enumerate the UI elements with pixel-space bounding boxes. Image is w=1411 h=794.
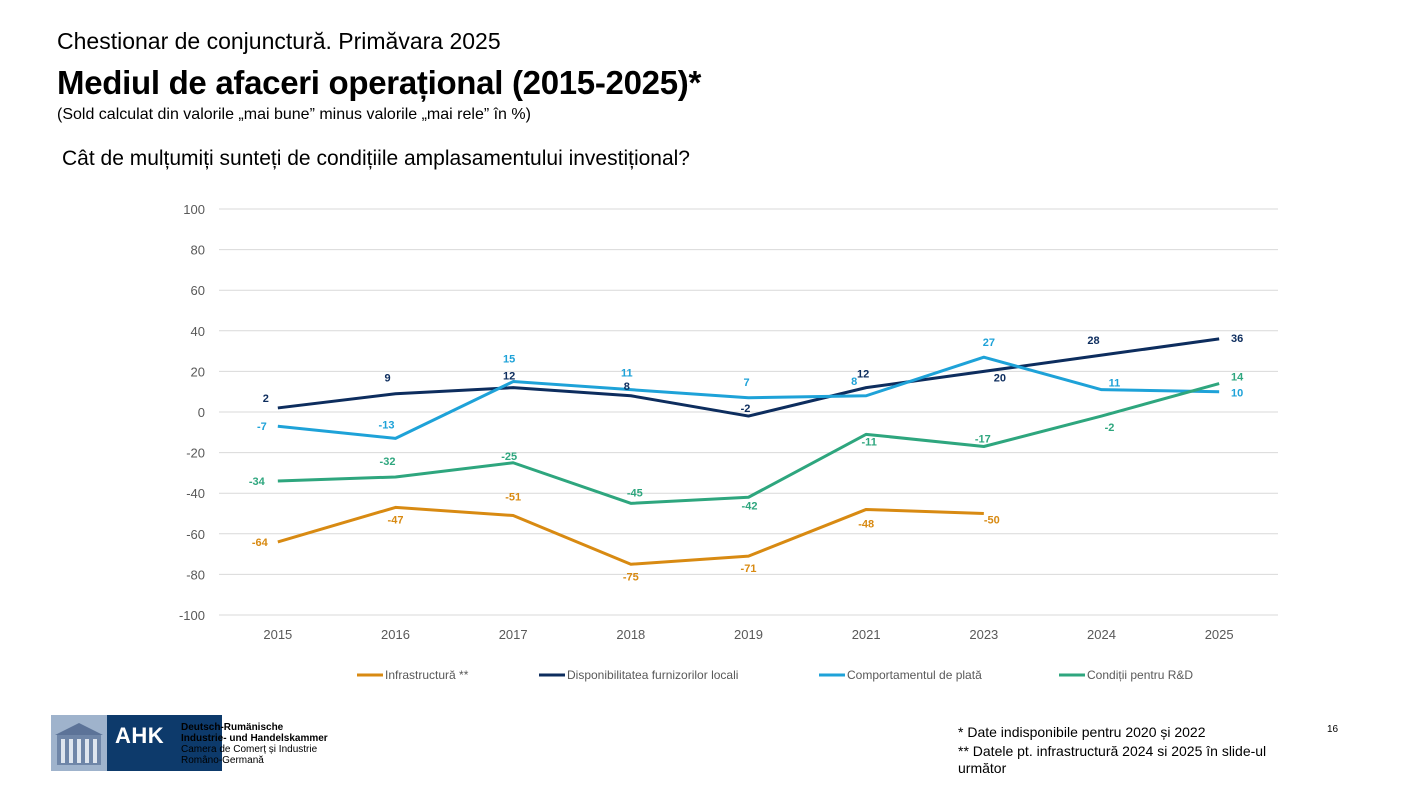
data-label: 12 xyxy=(857,369,869,381)
data-label: -2 xyxy=(741,403,751,415)
data-label: 27 xyxy=(983,337,995,349)
footnote-2: ** Datele pt. infrastructură 2024 si 202… xyxy=(958,743,1267,776)
y-tick-label: 100 xyxy=(183,202,205,217)
series-line-4 xyxy=(277,382,1220,505)
data-label: 10 xyxy=(1231,388,1243,400)
subtitle: (Sold calculat din valorile „mai bune” m… xyxy=(57,106,531,123)
logo-box xyxy=(107,715,222,771)
y-tick-label: -60 xyxy=(186,527,205,542)
data-label: -32 xyxy=(380,456,396,468)
data-label: -13 xyxy=(379,419,395,431)
series-lines xyxy=(277,337,1220,566)
x-tick-label: 2017 xyxy=(499,627,528,642)
data-label: 2 xyxy=(263,393,269,405)
data-label: 20 xyxy=(994,372,1006,384)
legend-label: Condiții pentru R&D xyxy=(1087,668,1193,682)
chamber-line-4: Româno-Germană xyxy=(181,755,264,766)
x-tick-label: 2019 xyxy=(734,627,763,642)
y-tick-label: -40 xyxy=(186,486,205,501)
series-line-1 xyxy=(277,505,984,566)
page-title: Mediul de afaceri operațional (2015-2025… xyxy=(57,64,701,101)
data-label: 8 xyxy=(851,376,857,388)
data-label: -64 xyxy=(252,537,269,549)
series-line-3 xyxy=(277,355,1220,440)
chart-grid xyxy=(219,208,1278,616)
data-label: -2 xyxy=(1105,422,1115,434)
y-tick-label: 20 xyxy=(191,364,205,379)
legend-label: Comportamentul de plată xyxy=(847,668,982,682)
y-tick-label: -20 xyxy=(186,446,205,461)
data-label: -45 xyxy=(627,487,643,499)
data-label: -34 xyxy=(249,476,266,488)
y-tick-label: 60 xyxy=(191,283,205,298)
y-tick-label: 40 xyxy=(191,324,205,339)
chamber-name: Deutsch-Rumänische Industrie- und Handel… xyxy=(181,722,328,766)
data-label: 12 xyxy=(503,371,515,383)
data-label: -75 xyxy=(623,571,639,583)
logo-mark: AHK xyxy=(115,723,165,748)
data-label: 8 xyxy=(624,381,630,393)
x-tick-label: 2025 xyxy=(1205,627,1234,642)
data-label: -71 xyxy=(741,563,757,575)
chart-question: Cât de mulțumiți sunteți de condițiile a… xyxy=(62,147,690,170)
page-number: 16 xyxy=(1327,724,1339,735)
data-label: -50 xyxy=(984,515,1000,527)
data-label: -11 xyxy=(862,436,877,448)
y-tick-label: 80 xyxy=(191,243,205,258)
data-label: 11 xyxy=(621,368,633,380)
supertitle: Chestionar de conjunctură. Primăvara 202… xyxy=(57,28,501,54)
data-label: 15 xyxy=(503,354,515,366)
data-label: -42 xyxy=(742,500,758,512)
y-tick-label: -100 xyxy=(179,608,205,623)
y-tick-label: 0 xyxy=(198,405,205,420)
chamber-line-2: Industrie- und Handelskammer xyxy=(181,733,328,744)
legend-label: Disponibilitatea furnizorilor locali xyxy=(567,668,738,682)
x-tick-label: 2023 xyxy=(969,627,998,642)
building-icon xyxy=(51,715,107,771)
data-label: 28 xyxy=(1087,335,1099,347)
series-line-2 xyxy=(277,337,1220,418)
chamber-line-3: Camera de Comerț și Industrie xyxy=(181,744,318,755)
data-label: 36 xyxy=(1231,333,1243,345)
x-tick-label: 2015 xyxy=(263,627,292,642)
data-label: -47 xyxy=(388,514,404,526)
y-axis-ticks: 100 80 60 40 20 0 -20 -40 -60 -80 -100 xyxy=(179,202,205,623)
y-tick-label: -80 xyxy=(186,567,205,582)
data-label: -25 xyxy=(501,451,517,463)
data-label: 14 xyxy=(1231,372,1244,384)
chart-legend: Infrastructură ** Disponibilitatea furniz… xyxy=(357,668,1193,682)
data-label: -48 xyxy=(858,518,874,530)
data-label: 11 xyxy=(1109,378,1121,390)
footnote-1: * Date indisponibile pentru 2020 și 2022 xyxy=(958,724,1206,740)
x-tick-label: 2024 xyxy=(1087,627,1116,642)
data-label: 9 xyxy=(384,373,390,385)
x-tick-label: 2018 xyxy=(616,627,645,642)
ahk-logo: AHK xyxy=(51,715,222,771)
x-axis-ticks: 2015 2016 2017 2018 2019 2021 2023 2024 2025 xyxy=(263,627,1233,642)
x-tick-label: 2021 xyxy=(852,627,881,642)
data-label: -7 xyxy=(257,421,267,433)
data-label: 7 xyxy=(743,377,749,389)
legend-label: Infrastructură ** xyxy=(385,668,469,682)
chamber-line-1: Deutsch-Rumänische xyxy=(181,722,284,733)
data-label: -51 xyxy=(505,492,521,504)
data-label: -17 xyxy=(975,434,991,446)
x-tick-label: 2016 xyxy=(381,627,410,642)
